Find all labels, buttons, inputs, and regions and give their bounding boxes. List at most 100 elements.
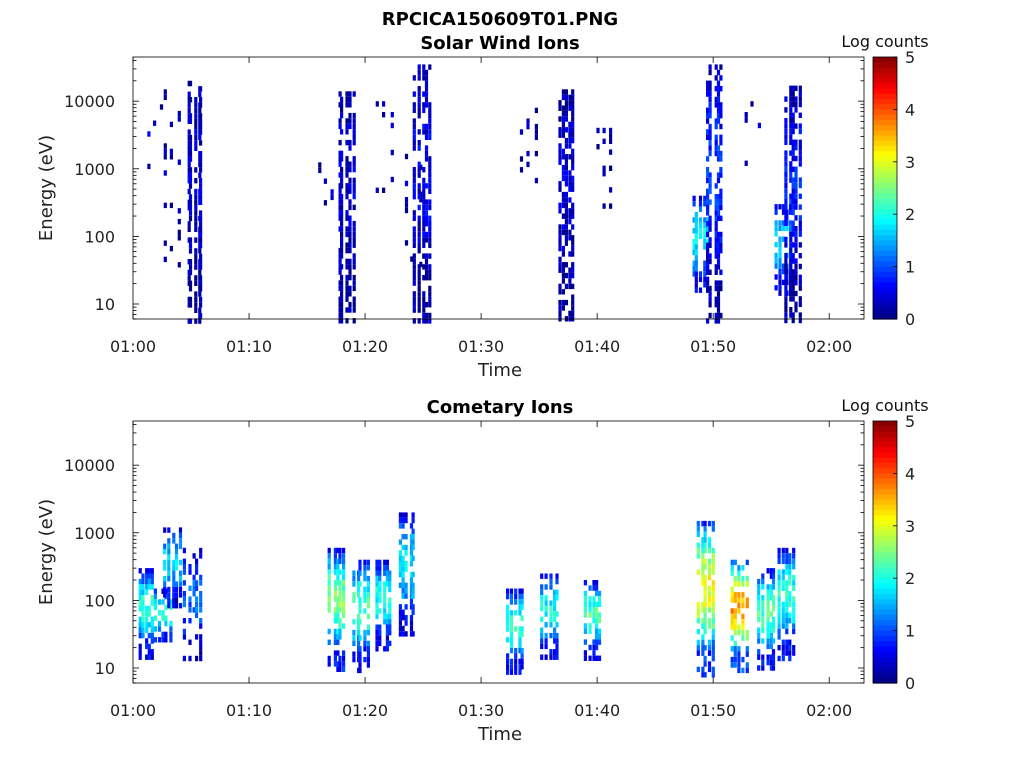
spectrogram-cell xyxy=(561,245,565,252)
spectrogram-cell xyxy=(766,589,770,596)
spectrogram-cell xyxy=(716,204,721,211)
spectrogram-cell xyxy=(714,231,718,238)
spectrogram-cell xyxy=(348,112,352,119)
spectrogram-cell xyxy=(771,622,776,628)
spectrogram-cell xyxy=(182,569,186,575)
spectrogram-cell xyxy=(388,602,392,609)
spectrogram-cell xyxy=(703,661,707,667)
spectrogram-cell xyxy=(789,161,793,167)
spectrogram-cell xyxy=(719,134,723,140)
spectrogram-cell xyxy=(708,80,712,86)
spectrogram-cell xyxy=(784,220,788,226)
spectrogram-cell xyxy=(745,602,749,609)
spectrogram-cell xyxy=(383,597,387,603)
spectrogram-cell xyxy=(194,302,198,308)
spectrogram-cell xyxy=(177,262,181,268)
colorbar-band xyxy=(873,172,897,179)
spectrogram-cell xyxy=(336,650,340,656)
spectrogram-cell xyxy=(375,629,379,636)
spectrogram-cell xyxy=(694,244,698,250)
colorbar-band xyxy=(873,88,897,95)
spectrogram-cell xyxy=(555,649,559,655)
spectrogram-cell xyxy=(383,646,387,652)
spectrogram-cell xyxy=(744,117,748,123)
spectrogram-cell xyxy=(777,558,781,564)
spectrogram-cell xyxy=(561,132,565,138)
spectrogram-cell xyxy=(741,602,745,609)
spectrogram-cell xyxy=(571,245,575,252)
spectrogram-cell xyxy=(592,580,596,586)
spectrogram-cell xyxy=(187,102,191,108)
spectrogram-cell xyxy=(340,129,344,135)
spectrogram-cell xyxy=(352,301,356,308)
spectrogram-cell xyxy=(422,204,426,211)
spectrogram-cell xyxy=(424,91,429,97)
colorbar-band xyxy=(873,83,897,90)
spectrogram-cell xyxy=(788,225,793,232)
spectrogram-cell xyxy=(147,584,151,590)
spectrogram-cell xyxy=(707,623,712,629)
spectrogram-cell xyxy=(428,302,432,308)
spectrogram-cell xyxy=(333,553,337,559)
spectrogram-cell xyxy=(138,578,142,585)
spectrogram-cell xyxy=(340,150,344,157)
spectrogram-cell xyxy=(794,226,798,232)
spectrogram-cell xyxy=(791,85,795,91)
spectrogram-cell xyxy=(378,581,382,587)
spectrogram-cell xyxy=(602,138,606,144)
spectrogram-cell xyxy=(150,632,154,639)
spectrogram-cell xyxy=(714,237,718,243)
y-tick-label: 10000 xyxy=(64,456,115,475)
spectrogram-cell xyxy=(518,669,522,675)
spectrogram-cell xyxy=(348,96,352,103)
colorbar-band xyxy=(873,219,897,226)
spectrogram-cell xyxy=(706,86,710,92)
spectrogram-cell xyxy=(526,161,530,168)
spectrogram-cell xyxy=(798,231,802,237)
spectrogram-cell xyxy=(564,159,568,165)
spectrogram-cell xyxy=(757,638,761,644)
spectrogram-cell xyxy=(422,307,426,313)
spectrogram-cell xyxy=(561,262,565,268)
spectrogram-cell xyxy=(701,618,705,624)
spectrogram-cell xyxy=(340,96,344,103)
spectrogram-cell xyxy=(178,543,183,549)
spectrogram-cell xyxy=(784,172,788,178)
spectrogram-cell xyxy=(571,224,575,230)
spectrogram-cell xyxy=(182,628,186,635)
colorbar-band xyxy=(873,266,897,273)
spectrogram-cell xyxy=(777,585,781,591)
colorbar-label: Log counts xyxy=(841,32,928,51)
spectrogram-cell xyxy=(777,612,781,618)
spectrogram-cell xyxy=(195,596,199,602)
spectrogram-cell xyxy=(323,200,327,206)
solar-wind-panel: Solar Wind Ions 01:00 01:10 01:20 01:30 01:4… xyxy=(36,32,929,381)
spectrogram-cell xyxy=(737,570,741,576)
spectrogram-cell xyxy=(363,608,367,614)
x-tick-label: 01:40 xyxy=(574,337,620,356)
spectrogram-cell xyxy=(696,612,700,619)
colorbar-band xyxy=(873,552,897,558)
spectrogram-cell xyxy=(340,280,344,286)
spectrogram-cell xyxy=(553,627,557,633)
spectrogram-cell xyxy=(737,581,741,587)
spectrogram-cell xyxy=(411,593,415,599)
spectrogram-cell xyxy=(706,118,710,124)
spectrogram-cell xyxy=(188,601,192,608)
spectrogram-cell xyxy=(138,589,142,596)
spectrogram-cell xyxy=(707,661,712,667)
spectrogram-cell xyxy=(199,237,203,243)
spectrogram-cell xyxy=(177,235,181,241)
spectrogram-cell xyxy=(398,550,402,556)
spectrogram-cell xyxy=(703,238,707,245)
spectrogram-cell xyxy=(163,89,167,95)
spectrogram-cell xyxy=(506,620,510,627)
spectrogram-cell xyxy=(561,121,565,128)
spectrogram-cell xyxy=(714,123,718,130)
spectrogram-cell xyxy=(412,75,416,81)
spectrogram-cell xyxy=(366,565,370,571)
spectrogram-cell xyxy=(199,650,203,656)
spectrogram-cell xyxy=(719,248,723,254)
spectrogram-cell xyxy=(757,627,761,633)
spectrogram-cell xyxy=(327,596,331,602)
